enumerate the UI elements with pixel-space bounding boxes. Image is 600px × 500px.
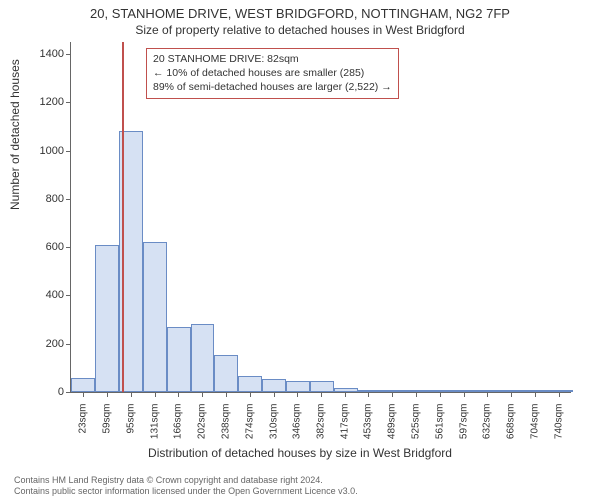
histogram-bar [549, 390, 573, 392]
histogram-bar [525, 390, 549, 392]
y-axis-label: Number of detached houses [8, 59, 22, 210]
property-marker-line [122, 42, 124, 392]
footer-line-2: Contains public sector information licen… [14, 486, 358, 498]
histogram-bar [95, 245, 119, 392]
x-tick-mark [559, 392, 560, 397]
footer: Contains HM Land Registry data © Crown c… [14, 475, 358, 498]
histogram-bar [214, 355, 238, 392]
x-tick-mark [321, 392, 322, 397]
x-tick-mark [178, 392, 179, 397]
y-tick-label: 0 [24, 386, 64, 398]
x-tick-mark [392, 392, 393, 397]
y-tick-mark [66, 54, 71, 55]
histogram-bar [262, 379, 286, 392]
x-tick-mark [511, 392, 512, 397]
annotation-line-3: 89% of semi-detached houses are larger (… [153, 80, 392, 94]
annotation-line-2: ← 10% of detached houses are smaller (28… [153, 66, 392, 80]
x-tick-mark [107, 392, 108, 397]
histogram-bar [167, 327, 191, 392]
histogram-bar [143, 242, 167, 392]
histogram-bar [453, 390, 477, 392]
y-tick-label: 1400 [24, 48, 64, 60]
histogram-bar [382, 390, 406, 392]
y-tick-label: 600 [24, 241, 64, 253]
x-tick-mark [368, 392, 369, 397]
x-tick-mark [131, 392, 132, 397]
x-tick-mark [440, 392, 441, 397]
histogram-bar [71, 378, 95, 392]
x-tick-mark [297, 392, 298, 397]
y-tick-mark [66, 247, 71, 248]
histogram-bar [430, 390, 454, 392]
x-tick-mark [155, 392, 156, 397]
x-tick-mark [416, 392, 417, 397]
y-tick-label: 800 [24, 193, 64, 205]
y-tick-mark [66, 102, 71, 103]
y-tick-mark [66, 151, 71, 152]
chart-area: 23sqm59sqm95sqm131sqm166sqm202sqm238sqm2… [70, 42, 570, 392]
x-tick-mark [274, 392, 275, 397]
title-sub: Size of property relative to detached ho… [0, 21, 600, 37]
x-tick-mark [202, 392, 203, 397]
x-tick-mark [464, 392, 465, 397]
title-main: 20, STANHOME DRIVE, WEST BRIDGFORD, NOTT… [0, 0, 600, 21]
footer-line-1: Contains HM Land Registry data © Crown c… [14, 475, 358, 487]
y-tick-mark [66, 199, 71, 200]
y-tick-label: 200 [24, 338, 64, 350]
histogram-bar [334, 388, 358, 392]
histogram-bar [358, 390, 382, 392]
histogram-bar [477, 390, 501, 392]
x-tick-mark [250, 392, 251, 397]
y-tick-label: 400 [24, 289, 64, 301]
x-tick-mark [345, 392, 346, 397]
annotation-box: 20 STANHOME DRIVE: 82sqm ← 10% of detach… [146, 48, 399, 99]
chart-container: 20, STANHOME DRIVE, WEST BRIDGFORD, NOTT… [0, 0, 600, 500]
histogram-bar [310, 381, 334, 392]
y-tick-mark [66, 295, 71, 296]
histogram-bar [191, 324, 215, 392]
y-tick-label: 1200 [24, 96, 64, 108]
x-tick-mark [83, 392, 84, 397]
y-tick-mark [66, 344, 71, 345]
x-tick-mark [535, 392, 536, 397]
histogram-bar [286, 381, 310, 392]
histogram-bar [238, 376, 262, 392]
x-tick-mark [487, 392, 488, 397]
annotation-line-1: 20 STANHOME DRIVE: 82sqm [153, 52, 392, 66]
y-tick-label: 1000 [24, 145, 64, 157]
histogram-bar [501, 390, 525, 392]
y-tick-mark [66, 392, 71, 393]
x-axis-label: Distribution of detached houses by size … [0, 446, 600, 460]
histogram-bar [406, 390, 430, 392]
x-tick-mark [226, 392, 227, 397]
